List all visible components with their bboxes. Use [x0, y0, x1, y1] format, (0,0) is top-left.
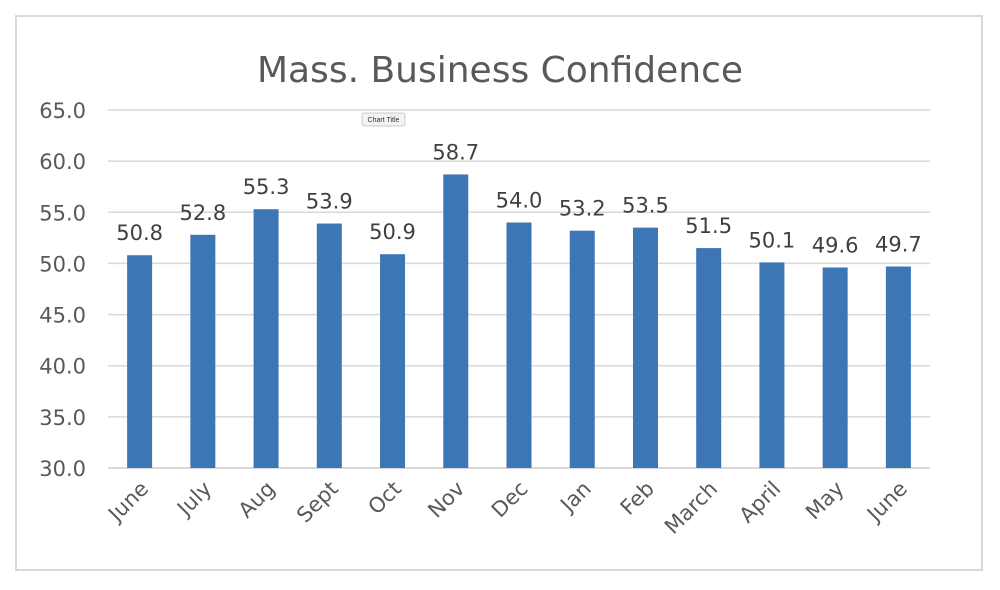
bar — [380, 254, 406, 468]
y-tick-label: 55.0 — [39, 201, 86, 225]
bar — [443, 174, 469, 468]
y-tick-label: 65.0 — [39, 99, 86, 123]
y-tick-label: 45.0 — [39, 304, 86, 328]
data-label: 49.7 — [875, 232, 922, 256]
bar — [822, 267, 848, 468]
chart-title: Mass. Business Confidence — [257, 50, 743, 91]
bar — [506, 222, 532, 468]
bar — [127, 255, 153, 468]
x-tick-label: June — [861, 477, 912, 528]
chart-title-tooltip: Chart Title — [361, 112, 406, 127]
y-axis-ticks: 30.0 35.0 40.0 45.0 50.0 55.0 60.0 65.0 — [39, 99, 86, 481]
bar — [316, 223, 342, 468]
x-tick-label: March — [660, 477, 722, 539]
tooltip-text: Chart Title — [368, 117, 400, 124]
chart-frame — [15, 15, 983, 571]
data-label: 50.1 — [749, 228, 796, 252]
x-tick-label: Nov — [423, 477, 469, 523]
data-label: 58.7 — [432, 140, 479, 164]
x-tick-label: April — [735, 477, 786, 528]
bar — [632, 227, 658, 468]
x-tick-label: Dec — [487, 477, 533, 523]
data-label: 53.2 — [559, 197, 606, 221]
y-tick-label: 35.0 — [39, 406, 86, 430]
y-tick-label: 40.0 — [39, 355, 86, 379]
data-label: 54.0 — [496, 189, 543, 213]
bar — [759, 262, 785, 468]
x-tick-label: Jan — [554, 477, 595, 518]
tooltip-box — [361, 112, 406, 127]
x-tick-label: May — [801, 477, 849, 525]
x-tick-label: Oct — [363, 477, 406, 520]
bar — [190, 234, 216, 468]
bar — [696, 248, 722, 468]
data-label: 53.5 — [622, 194, 669, 218]
bars — [127, 174, 911, 468]
bar — [569, 230, 595, 468]
y-tick-label: 60.0 — [39, 150, 86, 174]
y-tick-label: 50.0 — [39, 252, 86, 276]
data-label: 53.9 — [306, 190, 353, 214]
x-tick-label: Feb — [616, 477, 659, 520]
x-tick-label: Aug — [234, 477, 280, 523]
x-tick-label: July — [171, 477, 216, 522]
y-tick-label: 30.0 — [39, 457, 86, 481]
data-label: 49.6 — [812, 234, 859, 258]
data-label: 51.5 — [685, 214, 732, 238]
data-label: 55.3 — [243, 175, 290, 199]
data-label: 50.8 — [116, 221, 163, 245]
data-labels: 50.8 52.8 55.3 53.9 50.9 58.7 54.0 53.2 53.5 51.5… — [116, 140, 922, 257]
x-tick-label: June — [102, 477, 153, 528]
data-label: 52.8 — [179, 201, 226, 225]
bar — [253, 209, 279, 468]
bar — [885, 266, 911, 468]
data-label: 50.9 — [369, 220, 416, 244]
x-tick-label: Sept — [292, 477, 343, 528]
x-axis-labels: June July Aug Sept Oct Nov Dec Jan Feb March April… — [102, 477, 911, 539]
